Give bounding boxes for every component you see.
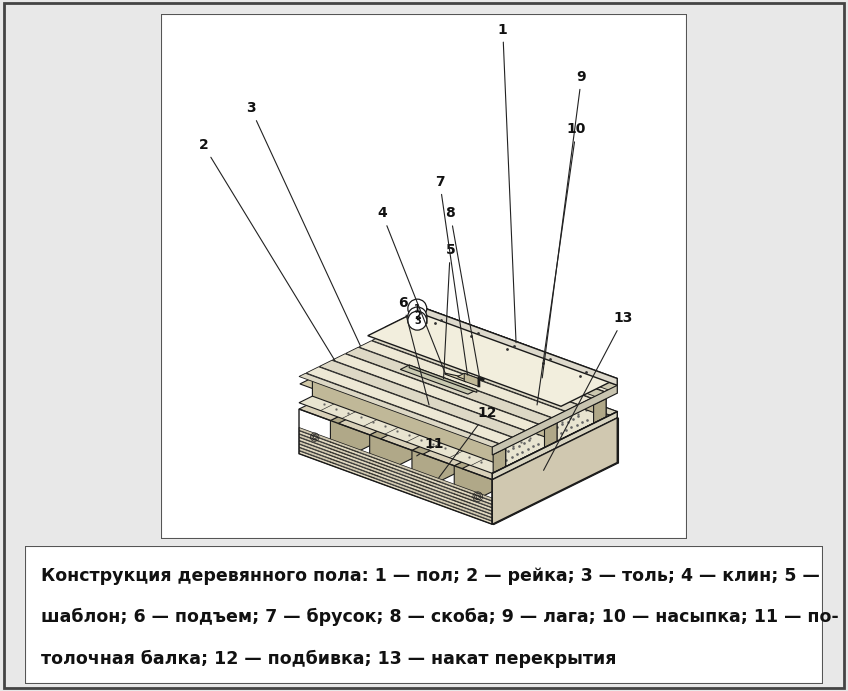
Polygon shape bbox=[368, 308, 617, 406]
Polygon shape bbox=[424, 308, 617, 386]
Text: Конструкция деревянного пола: 1 — пол; 2 — рейка; 3 — толь; 4 — клин; 5 —: Конструкция деревянного пола: 1 — пол; 2… bbox=[42, 567, 820, 585]
Polygon shape bbox=[299, 434, 493, 507]
Polygon shape bbox=[445, 373, 466, 382]
Polygon shape bbox=[424, 314, 617, 393]
Circle shape bbox=[408, 299, 427, 318]
Polygon shape bbox=[359, 341, 565, 417]
Polygon shape bbox=[424, 308, 530, 354]
Polygon shape bbox=[494, 448, 505, 473]
Polygon shape bbox=[364, 352, 557, 442]
Text: 1: 1 bbox=[414, 303, 421, 314]
Text: шаблон; 6 — подъем; 7 — брусок; 8 — скоба; 9 — лага; 10 — насыпка; 11 — по-: шаблон; 6 — подъем; 7 — брусок; 8 — скоб… bbox=[42, 608, 840, 626]
Polygon shape bbox=[423, 392, 579, 466]
FancyBboxPatch shape bbox=[25, 546, 823, 684]
Polygon shape bbox=[299, 341, 617, 473]
Polygon shape bbox=[464, 373, 479, 387]
Polygon shape bbox=[338, 361, 494, 435]
Polygon shape bbox=[299, 444, 493, 518]
Polygon shape bbox=[400, 328, 606, 405]
Text: 3: 3 bbox=[246, 102, 360, 346]
Polygon shape bbox=[385, 328, 591, 404]
Polygon shape bbox=[331, 359, 455, 465]
Circle shape bbox=[408, 307, 427, 326]
FancyBboxPatch shape bbox=[161, 14, 687, 539]
Polygon shape bbox=[299, 448, 493, 521]
Circle shape bbox=[408, 311, 427, 330]
Polygon shape bbox=[320, 360, 525, 437]
Polygon shape bbox=[548, 392, 579, 448]
Polygon shape bbox=[312, 378, 505, 466]
Text: 5: 5 bbox=[444, 243, 455, 379]
Polygon shape bbox=[410, 314, 517, 360]
Polygon shape bbox=[494, 418, 618, 524]
Polygon shape bbox=[306, 367, 512, 444]
Polygon shape bbox=[346, 348, 551, 424]
Polygon shape bbox=[411, 314, 617, 392]
Polygon shape bbox=[424, 348, 455, 404]
Polygon shape bbox=[587, 407, 618, 463]
Text: толочная балка; 12 — подбивка; 13 — накат перекрытия: толочная балка; 12 — подбивка; 13 — нака… bbox=[42, 650, 616, 668]
Polygon shape bbox=[493, 412, 617, 480]
Polygon shape bbox=[458, 373, 479, 382]
Text: 2: 2 bbox=[414, 312, 421, 321]
Polygon shape bbox=[299, 430, 493, 504]
Text: 2: 2 bbox=[198, 138, 335, 361]
Text: 8: 8 bbox=[445, 207, 480, 379]
Polygon shape bbox=[422, 319, 427, 323]
Polygon shape bbox=[493, 412, 617, 524]
Text: 3: 3 bbox=[414, 316, 421, 325]
Polygon shape bbox=[413, 328, 606, 417]
Text: 6: 6 bbox=[399, 296, 429, 405]
Polygon shape bbox=[299, 348, 455, 421]
Polygon shape bbox=[411, 308, 530, 353]
Polygon shape bbox=[398, 321, 504, 366]
Polygon shape bbox=[422, 314, 427, 319]
Polygon shape bbox=[299, 373, 499, 447]
Polygon shape bbox=[372, 334, 577, 411]
Polygon shape bbox=[505, 377, 537, 433]
Polygon shape bbox=[544, 423, 557, 448]
Text: 11: 11 bbox=[416, 437, 444, 456]
Polygon shape bbox=[493, 386, 617, 455]
Polygon shape bbox=[455, 404, 579, 511]
Text: 9: 9 bbox=[542, 70, 586, 378]
Text: 10: 10 bbox=[537, 122, 586, 405]
Polygon shape bbox=[351, 352, 557, 429]
Polygon shape bbox=[370, 373, 494, 480]
Polygon shape bbox=[299, 441, 493, 514]
Polygon shape bbox=[381, 377, 537, 451]
Polygon shape bbox=[493, 418, 617, 524]
Polygon shape bbox=[385, 321, 504, 366]
Text: 4: 4 bbox=[377, 207, 445, 373]
Polygon shape bbox=[299, 437, 493, 511]
Text: 1: 1 bbox=[498, 23, 516, 343]
Polygon shape bbox=[412, 388, 537, 495]
Polygon shape bbox=[463, 361, 494, 418]
Polygon shape bbox=[594, 399, 606, 424]
Text: 13: 13 bbox=[544, 312, 633, 471]
Text: 7: 7 bbox=[435, 175, 467, 375]
Polygon shape bbox=[462, 407, 618, 480]
Polygon shape bbox=[424, 341, 617, 418]
Polygon shape bbox=[410, 321, 604, 399]
Text: 12: 12 bbox=[438, 406, 497, 477]
Polygon shape bbox=[400, 365, 477, 394]
Polygon shape bbox=[399, 321, 604, 398]
Polygon shape bbox=[300, 378, 505, 455]
Polygon shape bbox=[299, 428, 493, 501]
Polygon shape bbox=[399, 314, 517, 359]
Polygon shape bbox=[332, 354, 538, 430]
Polygon shape bbox=[299, 451, 493, 524]
Polygon shape bbox=[410, 365, 477, 392]
